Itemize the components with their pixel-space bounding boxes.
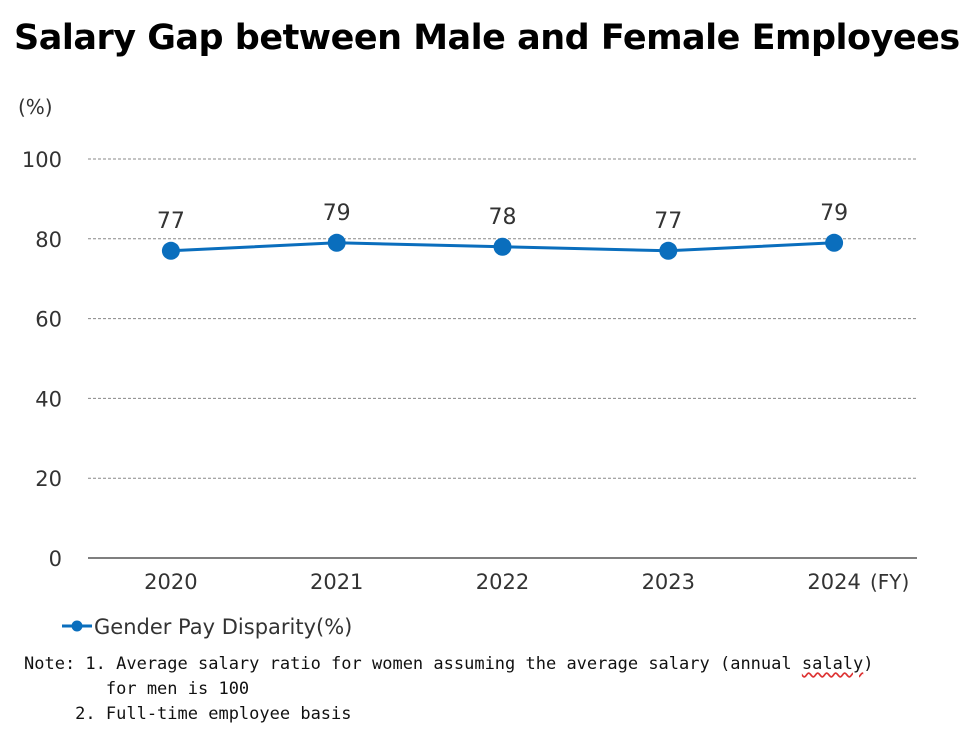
y-axis-unit-label: (%) <box>18 95 53 119</box>
x-tick-label: 2024 <box>807 570 860 594</box>
gridlines <box>88 158 917 559</box>
x-axis-tick-labels: 2020 2021 2022 2023 2024 <box>144 570 861 594</box>
data-point <box>659 241 678 260</box>
x-tick-label: 2022 <box>476 570 529 594</box>
legend: Gender Pay Disparity(%) <box>62 615 352 639</box>
data-label: 77 <box>654 209 682 234</box>
data-label: 78 <box>489 205 517 230</box>
y-tick-label: 80 <box>35 228 62 252</box>
line-chart: 0 20 40 60 80 100 (%) 2020 2021 2022 2023 2024 (F… <box>18 95 917 639</box>
data-labels: 77 79 78 77 79 <box>157 201 848 234</box>
x-tick-label: 2021 <box>310 570 363 594</box>
note-line-3: 2. Full-time employee basis <box>24 704 352 724</box>
data-point <box>825 233 844 252</box>
x-axis-unit-label: (FY) <box>870 570 909 594</box>
legend-marker-icon <box>71 620 83 632</box>
y-tick-label: 60 <box>35 308 62 332</box>
footnotes: Note: 1. Average salary ratio for women … <box>24 652 874 727</box>
data-point <box>161 241 180 260</box>
series-gender-pay-disparity <box>161 233 844 260</box>
chart-title: Salary Gap between Male and Female Emplo… <box>14 18 960 58</box>
legend-label: Gender Pay Disparity(%) <box>94 615 352 639</box>
y-tick-label: 40 <box>35 387 62 411</box>
y-tick-label: 20 <box>35 467 62 491</box>
data-label: 79 <box>820 201 848 226</box>
data-label: 77 <box>157 209 185 234</box>
x-tick-label: 2023 <box>642 570 695 594</box>
x-tick-label: 2020 <box>144 570 197 594</box>
data-label: 79 <box>323 201 351 226</box>
data-point <box>493 237 512 256</box>
y-tick-label: 0 <box>49 547 62 571</box>
note-line-1: Note: 1. Average salary ratio for women … <box>24 654 874 674</box>
y-tick-label: 100 <box>22 148 62 172</box>
note-line-2: for men is 100 <box>24 679 250 699</box>
spellcheck-flagged-word: salaly <box>801 654 864 674</box>
y-axis-tick-labels: 0 20 40 60 80 100 <box>22 148 62 571</box>
data-point <box>327 233 346 252</box>
